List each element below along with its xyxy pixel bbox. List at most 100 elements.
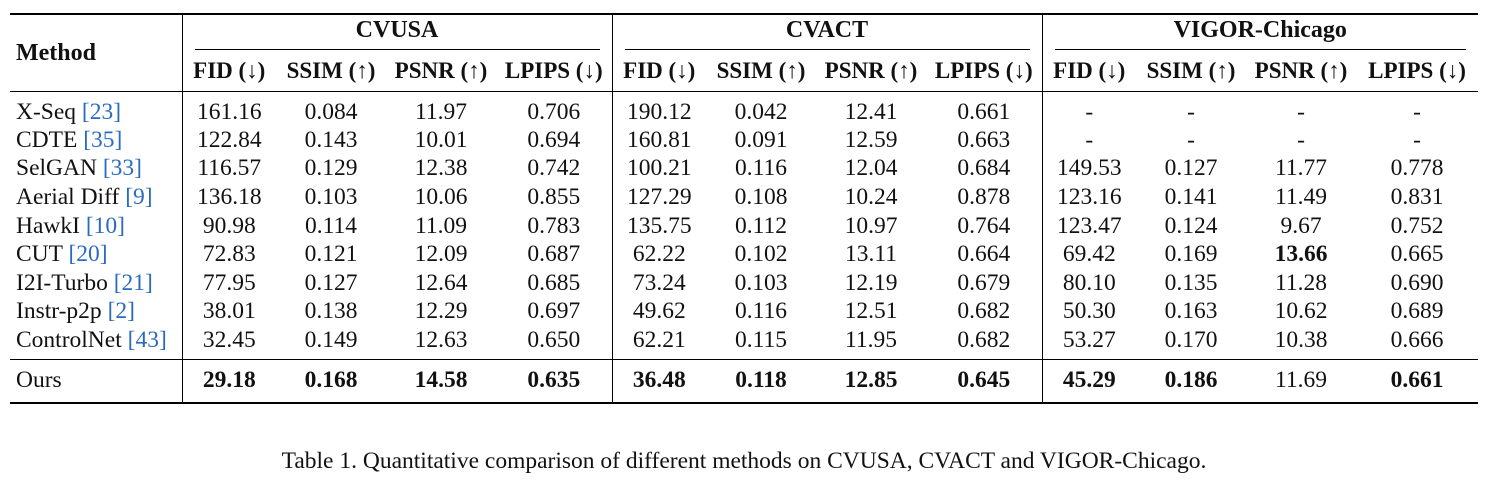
metric-header-row: FID (↓) SSIM (↑) PSNR (↑) LPIPS (↓) FID (↓) S… — [10, 51, 1478, 92]
ours-row: Ours 29.18 0.168 14.58 0.635 36.48 0.118 12.85 0… — [10, 358, 1479, 404]
metric-header: FID (↓) — [181, 51, 276, 92]
value-cell: 36.48 — [611, 358, 706, 404]
value-cell: 0.752 — [1390, 212, 1444, 239]
value-cell: 69.42 — [1041, 240, 1136, 269]
value-cell: 10.01 — [414, 126, 468, 153]
value-cell: 0.168 — [276, 358, 386, 404]
method-cell: Instr-p2p [2] — [10, 298, 182, 327]
value-cell: - — [1356, 91, 1479, 126]
value-cell: 12.59 — [844, 126, 898, 153]
value-cell: 0.764 — [957, 212, 1011, 239]
method-cell: CDTE [35] — [10, 126, 182, 155]
method-name: CUT — [16, 241, 63, 268]
value-cell: 77.95 — [181, 268, 276, 298]
value-cell: 10.62 — [1274, 298, 1328, 325]
value-cell: 73.24 — [611, 268, 706, 298]
value-cell: - — [1041, 91, 1136, 126]
value-cell: 0.665 — [1390, 241, 1444, 268]
value-cell: 0.855 — [527, 183, 581, 210]
value-cell: 0.663 — [957, 126, 1011, 153]
method-cell: SelGAN [33] — [10, 155, 182, 184]
table-row: SelGAN [33] 116.57 0.129 12.38 0.742 100.21 0.… — [10, 154, 1478, 184]
citation-link[interactable]: [43] — [127, 326, 167, 353]
value-cell: 12.29 — [414, 298, 468, 325]
table-row: HawkI [10] 90.98 0.114 11.09 0.783 135.75 0.11… — [10, 211, 1478, 241]
value-cell: 0.706 — [496, 91, 612, 126]
citation-link[interactable]: [21] — [113, 269, 153, 296]
citation-link[interactable]: [35] — [83, 126, 123, 153]
table-row: ControlNet [43] 32.45 0.149 12.63 0.650 62.21… — [10, 326, 1478, 360]
value-cell: 0.042 — [706, 91, 816, 126]
citation-link[interactable]: [23] — [81, 98, 122, 125]
value-cell: 0.170 — [1164, 326, 1218, 353]
results-table: Method CVUSA CVACT VIGOR-Chicago FID (↓)… — [10, 13, 1479, 404]
value-cell: 10.38 — [1274, 326, 1328, 353]
value-cell: 0.143 — [304, 126, 358, 153]
value-cell: 0.650 — [527, 326, 581, 353]
value-cell: 0.124 — [1164, 212, 1218, 239]
group-header-cvact: CVACT — [611, 13, 1042, 51]
value-cell: 0.103 — [734, 269, 788, 296]
value-cell: 0.114 — [304, 212, 357, 239]
value-cell: 11.97 — [386, 91, 496, 126]
table-row: X-Seq [23] 161.16 0.084 11.97 0.706 190.12 0.0… — [10, 91, 1479, 126]
value-cell: 13.11 — [844, 241, 897, 268]
value-cell: 136.18 — [181, 183, 276, 212]
value-cell: 12.51 — [844, 298, 898, 325]
method-name: SelGAN — [16, 155, 97, 182]
value-cell: 0.878 — [957, 183, 1011, 210]
value-cell: 0.783 — [527, 212, 581, 239]
value-cell: 14.58 — [386, 358, 496, 404]
value-cell: 160.81 — [611, 126, 706, 155]
value-cell: 45.29 — [1041, 358, 1136, 404]
citation-link[interactable]: [20] — [68, 241, 108, 268]
value-cell: 0.169 — [1164, 241, 1218, 268]
method-cell: X-Seq [23] — [10, 91, 182, 126]
value-cell: 0.689 — [1390, 298, 1444, 325]
value-cell: 9.67 — [1280, 212, 1322, 239]
citation-link[interactable]: [2] — [107, 298, 135, 325]
value-cell: 90.98 — [181, 211, 276, 241]
citation-link[interactable]: [33] — [102, 155, 142, 182]
value-cell: 149.53 — [1041, 154, 1136, 184]
value-cell: 0.831 — [1390, 183, 1444, 210]
metric-header: LPIPS (↓) — [934, 58, 1033, 83]
value-cell: 0.664 — [957, 241, 1011, 268]
value-cell: 29.18 — [181, 358, 276, 404]
value-cell: - — [1246, 91, 1356, 126]
table-body: Method CVUSA CVACT VIGOR-Chicago FID (↓)… — [10, 13, 1479, 404]
value-cell: 0.116 — [734, 298, 787, 325]
citation-link[interactable]: [9] — [125, 183, 153, 210]
value-cell: 0.666 — [1390, 326, 1444, 353]
value-cell: 11.95 — [844, 326, 897, 353]
value-cell: 100.21 — [611, 154, 706, 184]
value-cell: 116.57 — [181, 154, 276, 184]
value-cell: 0.102 — [734, 241, 788, 268]
value-cell: 0.679 — [957, 269, 1011, 296]
value-cell: 72.83 — [181, 240, 276, 269]
method-cell: I2I-Turbo [21] — [10, 269, 182, 298]
value-cell: - — [1041, 126, 1136, 155]
value-cell: 12.64 — [414, 269, 468, 296]
value-cell: 12.63 — [414, 326, 468, 353]
value-cell: 0.661 — [926, 91, 1042, 126]
value-cell: 0.645 — [926, 358, 1042, 404]
group-header-vigor: VIGOR-Chicago — [1041, 13, 1479, 51]
value-cell: 0.121 — [304, 241, 358, 268]
value-cell: 12.41 — [816, 91, 926, 126]
method-name: ControlNet — [16, 326, 122, 353]
value-cell: 49.62 — [611, 297, 706, 327]
metric-header: PSNR (↑) — [1254, 58, 1348, 83]
value-cell: - — [1187, 126, 1195, 153]
value-cell: 0.687 — [527, 241, 581, 268]
value-cell: 0.127 — [1164, 155, 1218, 182]
value-cell: 0.690 — [1390, 269, 1444, 296]
value-cell: 0.084 — [276, 91, 386, 126]
table-row: Instr-p2p [2] 38.01 0.138 12.29 0.697 49.62 0.… — [10, 297, 1478, 327]
group-label: VIGOR-Chicago — [1173, 16, 1347, 43]
value-cell: 32.45 — [181, 326, 276, 360]
value-cell: - — [1413, 126, 1421, 153]
method-name: I2I-Turbo — [16, 269, 108, 296]
citation-link[interactable]: [10] — [85, 212, 125, 239]
value-cell: 38.01 — [181, 297, 276, 327]
